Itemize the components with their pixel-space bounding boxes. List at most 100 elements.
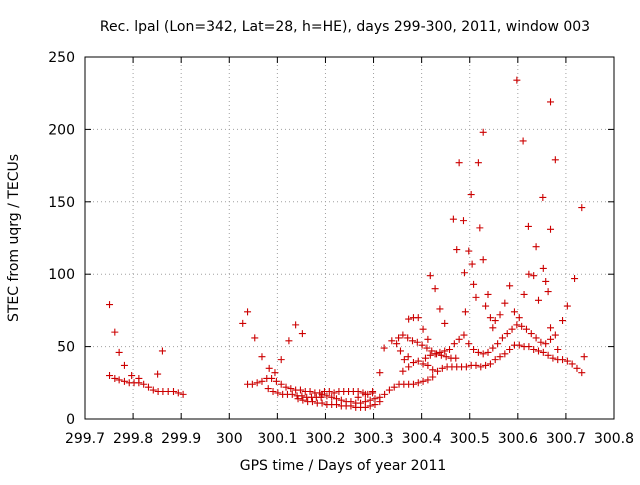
- data-point-plus: [330, 389, 338, 397]
- data-point-plus: [140, 380, 148, 388]
- data-point-plus: [501, 299, 509, 307]
- x-tick-label: 299.7: [65, 431, 105, 447]
- data-point-plus: [426, 351, 434, 359]
- data-point-plus: [277, 356, 285, 364]
- data-point-plus: [408, 337, 416, 345]
- data-point-plus: [258, 377, 266, 385]
- data-point-plus: [347, 398, 355, 406]
- data-point-plus: [421, 354, 429, 362]
- data-point-plus: [446, 345, 454, 353]
- data-points: [106, 76, 588, 411]
- data-point-plus: [395, 334, 403, 342]
- data-point-plus: [549, 354, 557, 362]
- data-point-plus: [419, 377, 427, 385]
- data-point-plus: [462, 363, 470, 371]
- data-point-plus: [306, 387, 314, 395]
- data-point-plus: [436, 348, 444, 356]
- data-point-plus: [438, 364, 446, 372]
- y-tick-label: 150: [48, 195, 75, 211]
- x-tick-label: 300.1: [257, 431, 297, 447]
- data-point-plus: [354, 393, 362, 401]
- data-point-plus: [424, 361, 432, 369]
- data-point-plus: [404, 353, 412, 361]
- data-point-plus: [337, 396, 345, 404]
- data-point-plus: [578, 204, 586, 212]
- data-point-plus: [542, 277, 550, 285]
- data-point-plus: [460, 269, 468, 277]
- data-point-plus: [465, 247, 473, 255]
- y-tick-label: 100: [48, 267, 75, 283]
- data-point-plus: [400, 356, 408, 364]
- data-point-plus: [479, 128, 487, 136]
- data-point-plus: [532, 334, 540, 342]
- data-point-plus: [268, 374, 276, 382]
- data-point-plus: [513, 321, 521, 329]
- y-tick-label: 0: [66, 412, 75, 428]
- data-point-plus: [470, 345, 478, 353]
- data-point-plus: [496, 353, 504, 361]
- data-point-plus: [298, 392, 306, 400]
- data-point-plus: [486, 360, 494, 368]
- data-point-plus: [559, 317, 567, 325]
- data-point-plus: [580, 353, 588, 361]
- data-point-plus: [271, 369, 279, 377]
- data-point-plus: [460, 331, 468, 339]
- data-point-plus: [299, 396, 307, 404]
- data-point-plus: [534, 347, 542, 355]
- data-point-plus: [474, 159, 482, 167]
- data-point-plus: [413, 338, 421, 346]
- data-point-plus: [547, 335, 555, 343]
- data-point-plus: [530, 345, 538, 353]
- data-point-plus: [106, 372, 114, 380]
- data-point-plus: [453, 246, 461, 254]
- x-tick-label: 299.8: [113, 431, 153, 447]
- data-point-plus: [258, 353, 266, 361]
- data-point-plus: [434, 367, 442, 375]
- data-point-plus: [537, 338, 545, 346]
- data-point-plus: [287, 385, 295, 393]
- data-point-plus: [551, 331, 559, 339]
- data-point-plus: [530, 272, 538, 280]
- data-point-plus: [154, 370, 162, 378]
- data-point-plus: [409, 359, 417, 367]
- data-point-plus: [405, 315, 413, 323]
- data-point-plus: [474, 348, 482, 356]
- grid-lines: [85, 57, 614, 419]
- data-point-plus: [479, 256, 487, 264]
- data-point-plus: [325, 387, 333, 395]
- data-point-plus: [554, 345, 562, 353]
- data-point-plus: [369, 387, 377, 395]
- data-point-plus: [515, 314, 523, 322]
- x-tick-label: 300.6: [498, 431, 538, 447]
- data-point-plus: [455, 159, 463, 167]
- x-tick-labels: 299.7 299.8 299.9 300 300.1 300.2 300.3 300.4 30…: [65, 431, 634, 447]
- data-point-plus: [468, 260, 476, 268]
- data-point-plus: [381, 390, 389, 398]
- data-point-plus: [477, 363, 485, 371]
- x-axis-title: GPS time / Days of year 2011: [240, 458, 447, 474]
- data-point-plus: [399, 331, 407, 339]
- data-point-plus: [470, 280, 478, 288]
- chart-title: Rec. lpal (Lon=342, Lat=28, h=HE), days …: [100, 19, 590, 35]
- data-point-plus: [510, 308, 518, 316]
- data-point-plus: [376, 393, 384, 401]
- data-point-plus: [496, 311, 504, 319]
- data-point-plus: [390, 383, 398, 391]
- data-point-plus: [489, 344, 497, 352]
- data-point-plus: [424, 335, 432, 343]
- data-point-plus: [323, 392, 331, 400]
- data-point-plus: [465, 340, 473, 348]
- data-point-plus: [419, 325, 427, 333]
- data-point-plus: [106, 301, 114, 309]
- data-point-plus: [423, 344, 431, 352]
- data-point-plus: [419, 360, 427, 368]
- data-point-plus: [436, 305, 444, 313]
- data-point-plus: [174, 389, 182, 397]
- data-point-plus: [479, 350, 487, 358]
- data-point-plus: [158, 347, 166, 355]
- data-point-plus: [532, 243, 540, 251]
- data-point-plus: [452, 354, 460, 362]
- data-point-plus: [414, 379, 422, 387]
- data-point-plus: [111, 328, 119, 336]
- data-point-plus: [547, 225, 555, 233]
